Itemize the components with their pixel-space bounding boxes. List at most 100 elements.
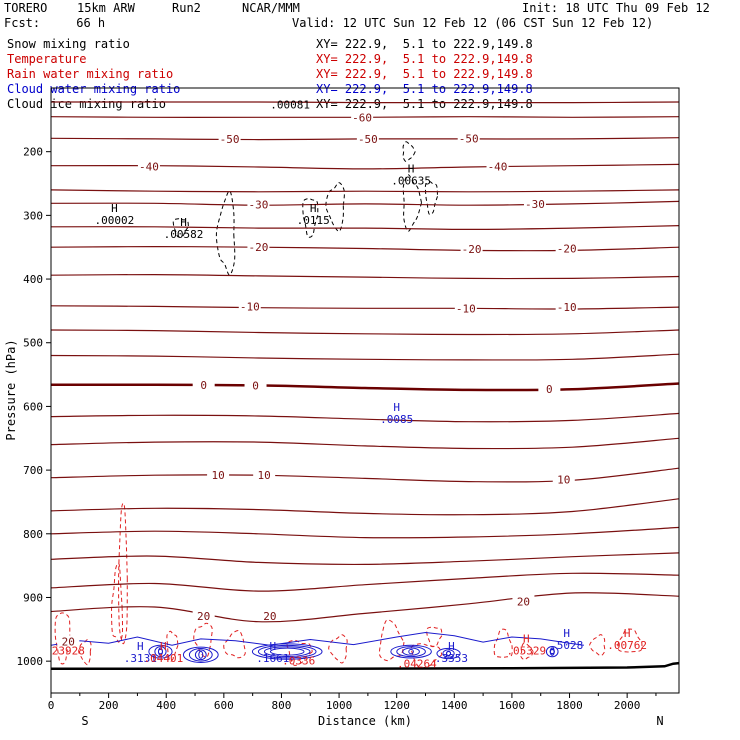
maximum-marker: H <box>270 640 277 653</box>
isotherm-line <box>51 225 679 231</box>
rain-contour <box>520 642 534 661</box>
isotherm-label-bg <box>57 635 80 647</box>
rain-contour <box>193 622 213 658</box>
x-tick-label: 400 <box>156 699 176 712</box>
isotherm-label-bg <box>555 242 578 254</box>
isotherm-label-bg <box>552 473 575 485</box>
isotherm-line <box>51 526 679 539</box>
isotherm-label-bg <box>258 609 281 621</box>
cloud-water-contour <box>390 644 432 659</box>
maximum-marker: H <box>111 202 118 215</box>
ice-contour <box>172 218 189 238</box>
isotherm-line <box>51 572 679 592</box>
legend-xy-rain: XY= 222.9, 5.1 to 222.9,149.8 <box>316 67 533 81</box>
y-tick-label: 1000 <box>17 655 44 668</box>
ice-contour <box>424 181 438 216</box>
x-tick-label: 200 <box>99 699 119 712</box>
isotherm-line <box>51 437 679 450</box>
isotherm-label: -10 <box>557 301 577 314</box>
isotherm-label: -40 <box>488 160 508 173</box>
maximum-value: .0336 <box>282 655 315 668</box>
header-valid: Valid: 12 UTC Sun 12 Feb 12 (06 CST Sun … <box>292 16 654 30</box>
maximum-marker: H <box>523 632 530 645</box>
cloud-water-contour <box>408 648 414 655</box>
maximum-value: .00081 <box>270 99 310 112</box>
cloud-water-contour <box>257 644 317 659</box>
isotherm-label-bg <box>247 241 270 253</box>
rain-contour <box>328 634 348 664</box>
isotherm-label-bg <box>218 132 241 144</box>
ice-contour <box>215 190 236 276</box>
cloud-water-contour <box>157 648 163 655</box>
cloud-water-contour <box>251 643 323 660</box>
isotherm-label-bg <box>555 301 578 313</box>
rain-contour <box>166 630 179 662</box>
rain-contour <box>54 612 71 665</box>
rain-contour <box>589 634 606 657</box>
isotherm-label-bg <box>356 132 379 144</box>
x-tick-label: 1200 <box>383 699 410 712</box>
y-axis: 200 300 400 500 600 700 800 900 1000 <box>17 146 51 668</box>
ice-contour <box>302 198 319 238</box>
x-tick-label: 1400 <box>441 699 468 712</box>
ice-snow-contours <box>172 141 438 276</box>
y-tick-label: 700 <box>23 464 43 477</box>
isotherm-label-bg <box>238 300 261 312</box>
isotherm-label: 0 <box>200 379 207 392</box>
maximum-value: .04401 <box>143 652 183 665</box>
isotherm-label: 0 <box>546 383 553 396</box>
cloud-water-contour <box>402 647 420 656</box>
legend-label-rain: Rain water mixing ratio <box>7 67 174 81</box>
header-init: Init: 18 UTC Thu 09 Feb 12 <box>522 1 710 15</box>
isotherm-label-bg <box>512 595 535 607</box>
isotherm-label-bg <box>207 469 230 481</box>
maximum-value: .1661 <box>256 652 289 665</box>
maximum-value: .5028 <box>550 639 583 652</box>
contour-labels: -60 -50 -50 -50 -40 -40 -30 -30 -20 -20 -20 -10 -10 -… <box>57 111 578 648</box>
isotherm-label: -20 <box>557 242 577 255</box>
isotherm-line <box>51 412 679 423</box>
isotherm-line <box>51 305 679 310</box>
x-tick-label: 1800 <box>556 699 583 712</box>
cloud-water-contour <box>154 646 167 658</box>
legend-label-cloud-ice: Cloud ice mixing ratio <box>7 97 166 111</box>
rain-contour <box>78 639 92 666</box>
isotherm-line <box>51 592 679 623</box>
legend-label-cloud-water: Cloud water mixing ratio <box>7 82 181 96</box>
isotherm-label: 20 <box>517 595 530 608</box>
rain-contour <box>223 630 246 659</box>
legend-xy-temperature: XY= 222.9, 5.1 to 222.9,149.8 <box>316 52 533 66</box>
maximum-value: .04264 <box>397 658 437 671</box>
rain-contour <box>118 502 128 645</box>
isotherm-label: -10 <box>456 302 476 315</box>
isotherm-label-bg <box>192 609 215 621</box>
isotherm-label: -40 <box>139 160 159 173</box>
maximum-marker: H <box>137 640 144 653</box>
rain-contour <box>286 639 313 666</box>
isotherm-line <box>51 189 679 193</box>
cloud-water-contour <box>442 649 455 658</box>
isotherm-line <box>51 200 679 206</box>
isotherm-label-bg <box>351 111 374 123</box>
rain-contour <box>111 562 124 643</box>
isotherm-label-bg <box>538 383 561 395</box>
rain-contour <box>617 628 643 653</box>
isotherm-line <box>51 353 679 361</box>
x-tick-label: 1000 <box>326 699 353 712</box>
isotherm-label-bg <box>523 197 546 209</box>
maximum-value: .0115 <box>297 214 330 227</box>
rain-contour <box>493 628 513 658</box>
plot-frame <box>50 87 680 694</box>
isotherm-label-bg <box>486 160 509 172</box>
ice-contour <box>402 141 416 163</box>
cloud-water-contour <box>549 649 555 655</box>
isotherm-label: -20 <box>462 243 482 256</box>
isotherm-line <box>51 498 679 516</box>
isotherm-line <box>51 552 679 566</box>
isotherm-line <box>51 467 679 483</box>
cloud-water-contour <box>51 631 584 646</box>
temperature-isotherms <box>51 101 679 623</box>
isotherm-line <box>51 245 679 252</box>
y-tick-label: 800 <box>23 528 43 541</box>
